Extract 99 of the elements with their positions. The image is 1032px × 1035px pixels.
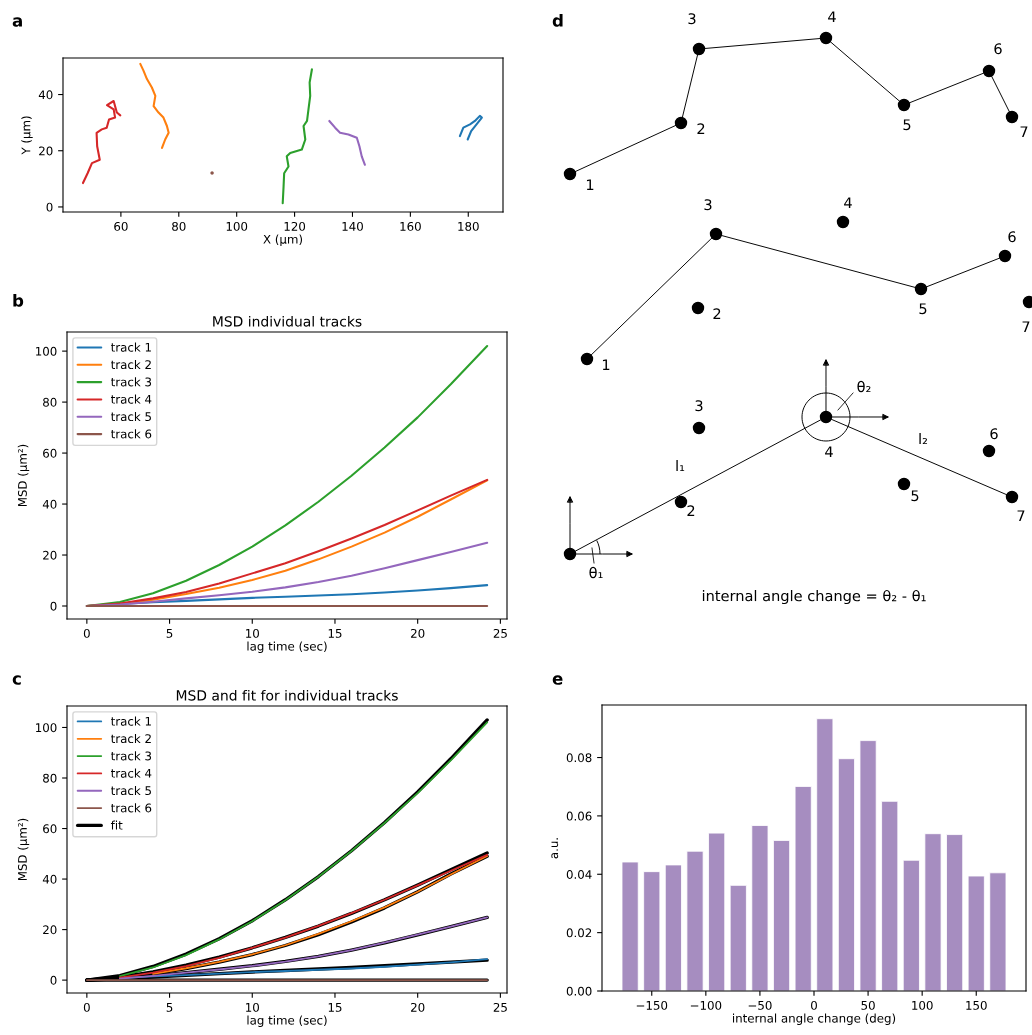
y-tick-label: 20 [43, 550, 57, 560]
text: 5 [919, 303, 927, 315]
y-tick-label: 40 [38, 90, 53, 100]
x-tick-label: 50 [861, 1000, 875, 1010]
legend-label: track 3 [111, 377, 152, 387]
y-tick-label: 0.06 [566, 811, 592, 821]
text: 6 [990, 428, 998, 440]
x-tick-label: 0 [83, 628, 90, 638]
legend-label: track 5 [111, 411, 151, 422]
legend-label: track 2 [111, 359, 151, 370]
y-tick-label: 80 [43, 397, 57, 407]
x-tick-label: 25 [493, 1002, 507, 1012]
x-tick-label: 10 [246, 1002, 259, 1012]
x-tick-label: −150 [636, 1000, 668, 1010]
text: 2 [687, 505, 695, 517]
text: 6 [1008, 231, 1016, 243]
text: θ₂ [857, 380, 871, 393]
text: 5 [903, 119, 911, 131]
text: 6 [994, 43, 1002, 55]
x-tick-label: 15 [328, 1003, 342, 1012]
x-tick-label: 10 [246, 628, 259, 638]
x-tick-label: −50 [748, 1000, 772, 1010]
text: l₂ [919, 432, 928, 445]
x-tick-label: 180 [458, 221, 479, 231]
x-tick-label: 0 [811, 1000, 817, 1010]
x-tick-label: 100 [226, 221, 248, 231]
text: 3 [704, 199, 712, 211]
legend-label: track 1 [111, 716, 151, 726]
x-axis-title: lag time (sec) [247, 1015, 327, 1027]
text: 7 [1022, 321, 1030, 333]
chart-title: MSD and fit for individual tracks [176, 689, 398, 701]
text: 2 [713, 308, 721, 320]
text: c [12, 675, 21, 685]
text: 7 [1017, 510, 1025, 522]
text: l₁ [676, 459, 685, 472]
text: 1 [586, 179, 594, 191]
y-tick-label: 0 [50, 975, 57, 985]
text: a [12, 17, 22, 27]
text: 4 [828, 11, 836, 23]
x-tick-label: 15 [328, 629, 342, 638]
x-tick-label: 120 [284, 221, 306, 231]
text: 5 [911, 490, 919, 502]
x-axis-title: X (µm) [263, 234, 303, 246]
text: d [552, 13, 563, 27]
x-tick-label: 20 [411, 1002, 425, 1012]
y-tick-label: 60 [43, 824, 57, 834]
legend-label: track 3 [111, 751, 152, 761]
y-axis-title: Y (µm) [21, 116, 33, 155]
text: 1 [602, 359, 610, 371]
x-tick-label: 160 [400, 221, 421, 231]
x-axis-title: internal angle change (deg) [733, 1013, 896, 1025]
text: 7 [1020, 126, 1028, 138]
text: e [552, 675, 563, 685]
text: 3 [688, 13, 696, 25]
x-tick-label: 80 [172, 221, 186, 231]
x-tick-label: 150 [966, 1000, 987, 1010]
text: 2 [697, 123, 705, 135]
text: θ₁ [589, 566, 603, 579]
text: 4 [844, 197, 852, 209]
text: 4 [825, 446, 833, 458]
x-tick-label: 20 [411, 628, 425, 638]
x-tick-label: 25 [493, 628, 507, 638]
text: 3 [695, 400, 703, 412]
legend-label: track 2 [111, 733, 151, 744]
y-tick-label: 60 [43, 448, 57, 458]
x-tick-label: −100 [690, 1000, 722, 1010]
x-tick-label: 100 [912, 1000, 933, 1010]
y-axis-title: MSD (µm²) [17, 818, 30, 881]
x-axis-title: lag time (sec) [247, 641, 327, 653]
legend-label: track 6 [111, 803, 152, 813]
y-tick-label: 0.00 [566, 986, 592, 996]
y-tick-label: 100 [36, 723, 57, 733]
legend-label: track 4 [111, 768, 152, 778]
y-tick-label: 20 [43, 925, 57, 935]
y-tick-label: 0 [50, 601, 57, 611]
y-tick-label: 40 [42, 499, 57, 509]
y-tick-label: 0.04 [566, 869, 592, 879]
x-tick-label: 5 [166, 629, 173, 638]
y-tick-label: 100 [36, 346, 57, 356]
chart-title: MSD individual tracks [213, 315, 362, 327]
y-tick-label: 20 [39, 146, 53, 156]
legend-label: track 5 [111, 785, 151, 796]
y-tick-label: 40 [42, 874, 57, 884]
y-tick-label: 0.02 [566, 928, 592, 938]
legend-label: track 6 [111, 429, 152, 439]
y-axis-title: a.u. [551, 838, 559, 859]
legend-label: fit [110, 820, 123, 830]
legend-label: track 1 [111, 342, 151, 352]
text: b [13, 293, 24, 307]
x-tick-label: 140 [342, 221, 363, 231]
y-axis-title: MSD (µm²) [17, 444, 30, 507]
x-tick-label: 0 [83, 1002, 90, 1012]
y-tick-label: 0.08 [566, 753, 592, 763]
y-tick-label: 80 [43, 773, 57, 783]
legend-label: track 4 [111, 394, 152, 404]
x-tick-label: 60 [114, 221, 128, 231]
x-tick-label: 5 [166, 1003, 173, 1012]
y-tick-label: 0 [46, 202, 53, 212]
text: internal angle change = θ₂ - θ₁ [702, 589, 926, 605]
